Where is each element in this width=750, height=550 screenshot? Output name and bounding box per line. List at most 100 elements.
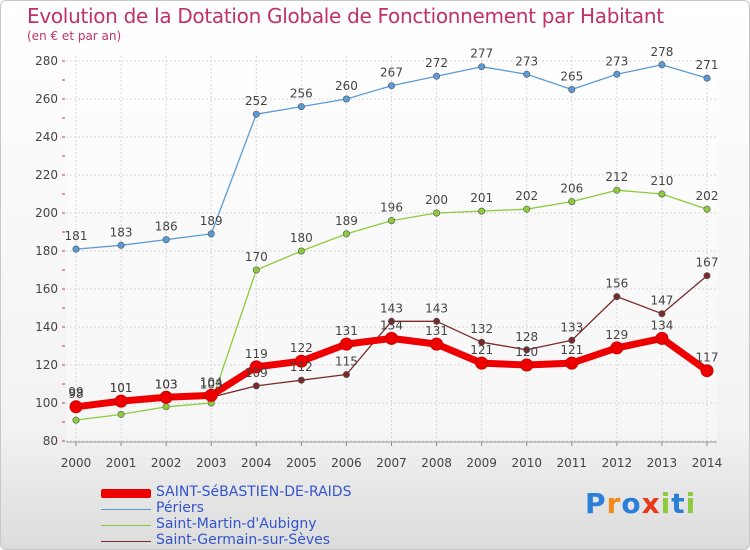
- chart-title: Evolution de la Dotation Globale de Fonc…: [27, 4, 664, 28]
- data-label-saint-sebastien-de-raids-2006: 131: [335, 324, 358, 338]
- data-label-saint-martin-d-aubigny-2012: 212: [605, 170, 628, 184]
- point-saint-sebastien-de-raids-2006: [339, 337, 353, 351]
- point-saint-germain-sur-seves-2007: [387, 317, 395, 325]
- logo-letter: P: [585, 487, 607, 520]
- data-label-saint-martin-d-aubigny-2010: 202: [515, 189, 538, 203]
- data-label-saint-sebastien-de-raids-2014: 117: [696, 351, 719, 365]
- data-label-periers-2007: 267: [380, 66, 403, 80]
- data-label-periers-2004: 252: [245, 94, 268, 108]
- point-periers-2003: [207, 230, 215, 238]
- point-saint-germain-sur-seves-2013: [658, 310, 666, 318]
- data-label-saint-martin-d-aubigny-2004: 170: [245, 250, 268, 264]
- data-label-saint-sebastien-de-raids-2005: 122: [290, 341, 313, 355]
- point-saint-martin-d-aubigny-2013: [658, 190, 666, 198]
- data-label-saint-sebastien-de-raids-2009: 121: [470, 343, 493, 357]
- data-label-saint-sebastien-de-raids-2002: 103: [155, 377, 178, 391]
- point-periers-2005: [297, 103, 305, 111]
- point-saint-martin-d-aubigny-2002: [162, 403, 170, 411]
- data-label-periers-2010: 273: [515, 54, 538, 68]
- point-saint-martin-d-aubigny-2014: [703, 205, 711, 213]
- data-label-saint-germain-sur-seves-2006: 115: [335, 355, 358, 369]
- logo-letter: o: [621, 487, 642, 520]
- point-periers-2002: [162, 236, 170, 244]
- x-tick-label-2003: 2003: [196, 456, 227, 470]
- point-saint-martin-d-aubigny-2000: [72, 416, 80, 424]
- data-label-saint-martin-d-aubigny-2005: 180: [290, 231, 313, 245]
- x-tick-label-2000: 2000: [61, 456, 92, 470]
- point-saint-germain-sur-seves-2005: [297, 376, 305, 384]
- data-label-saint-germain-sur-seves-2004: 109: [245, 366, 268, 380]
- data-label-saint-germain-sur-seves-2013: 147: [650, 294, 673, 308]
- y-tick-label-240: 240: [35, 130, 58, 144]
- point-saint-germain-sur-seves-2004: [252, 382, 260, 390]
- point-saint-sebastien-de-raids-2002: [159, 390, 173, 404]
- data-label-saint-sebastien-de-raids-2004: 119: [245, 347, 268, 361]
- point-saint-germain-sur-seves-2012: [613, 293, 621, 301]
- data-label-saint-sebastien-de-raids-2011: 121: [560, 343, 583, 357]
- point-periers-2007: [387, 82, 395, 90]
- x-tick-label-2012: 2012: [602, 456, 633, 470]
- data-label-periers-2009: 277: [470, 47, 493, 61]
- point-saint-sebastien-de-raids-2009: [475, 356, 489, 370]
- x-tick-label-2001: 2001: [106, 456, 137, 470]
- point-saint-martin-d-aubigny-2009: [478, 207, 486, 215]
- x-tick-label-2014: 2014: [692, 456, 723, 470]
- x-tick-label-2013: 2013: [647, 456, 678, 470]
- x-tick-label-2011: 2011: [557, 456, 588, 470]
- x-tick-label-2005: 2005: [286, 456, 317, 470]
- data-label-saint-germain-sur-seves-2005: 112: [290, 360, 313, 374]
- chart-subtitle: (en € et par an): [27, 29, 122, 43]
- point-saint-martin-d-aubigny-2006: [342, 230, 350, 238]
- x-tick-label-2004: 2004: [241, 456, 272, 470]
- point-saint-sebastien-de-raids-2001: [114, 394, 128, 408]
- data-label-periers-2002: 186: [155, 220, 178, 234]
- logo-letter: r: [606, 487, 622, 520]
- data-label-saint-sebastien-de-raids-2008: 131: [425, 324, 448, 338]
- point-saint-martin-d-aubigny-2008: [433, 209, 441, 217]
- point-saint-martin-d-aubigny-2004: [252, 266, 260, 274]
- legend-label-saint-martin: Saint-Martin-d'Aubigny: [156, 516, 317, 532]
- point-saint-sebastien-de-raids-2003: [204, 388, 218, 402]
- x-tick-label-2006: 2006: [331, 456, 362, 470]
- logo-letter: x: [641, 487, 661, 520]
- point-saint-sebastien-de-raids-2007: [385, 331, 398, 345]
- x-tick-label-2007: 2007: [376, 456, 407, 470]
- y-tick-label-160: 160: [35, 282, 58, 296]
- point-saint-martin-d-aubigny-2011: [568, 198, 576, 206]
- data-label-saint-germain-sur-seves-2007: 143: [380, 301, 403, 315]
- data-label-periers-2001: 183: [110, 225, 133, 239]
- data-label-periers-2014: 271: [696, 58, 719, 72]
- data-label-periers-2013: 278: [650, 45, 673, 59]
- point-periers-2006: [342, 95, 350, 103]
- x-tick-label-2002: 2002: [151, 456, 182, 470]
- point-saint-sebastien-de-raids-2008: [430, 337, 444, 351]
- data-label-periers-2003: 189: [200, 214, 223, 228]
- data-label-saint-germain-sur-seves-2001: 101: [110, 381, 133, 395]
- legend-swatch-saint-martin: [101, 525, 151, 526]
- data-label-saint-martin-d-aubigny-2007: 196: [380, 201, 403, 215]
- point-periers-2001: [117, 241, 125, 249]
- data-label-periers-2008: 272: [425, 56, 448, 70]
- y-tick-label-280: 280: [35, 54, 58, 68]
- y-tick-label-120: 120: [35, 358, 58, 372]
- point-saint-germain-sur-seves-2008: [433, 317, 441, 325]
- point-periers-2009: [478, 63, 486, 71]
- point-saint-germain-sur-seves-2010: [523, 346, 531, 354]
- point-saint-martin-d-aubigny-2005: [297, 247, 305, 255]
- legend-label-saint-sebastien: SAINT-SéBASTIEN-DE-RAIDS: [156, 484, 352, 500]
- data-label-periers-2006: 260: [335, 79, 358, 93]
- point-saint-sebastien-de-raids-2014: [700, 364, 714, 378]
- data-label-periers-2000: 181: [65, 229, 88, 243]
- x-tick-label-2008: 2008: [421, 456, 452, 470]
- point-saint-martin-d-aubigny-2007: [387, 217, 395, 225]
- point-saint-sebastien-de-raids-2004: [249, 360, 263, 374]
- data-label-saint-sebastien-de-raids-2003: 104: [200, 375, 223, 389]
- y-tick-label-200: 200: [35, 206, 58, 220]
- y-tick-label-80: 80: [43, 434, 58, 448]
- legend-swatch-saint-germain: [101, 541, 151, 542]
- point-saint-germain-sur-seves-2009: [478, 338, 486, 346]
- data-label-saint-martin-d-aubigny-2014: 202: [696, 189, 719, 203]
- point-saint-sebastien-de-raids-2005: [294, 354, 308, 368]
- data-label-saint-germain-sur-seves-2010: 128: [515, 330, 538, 344]
